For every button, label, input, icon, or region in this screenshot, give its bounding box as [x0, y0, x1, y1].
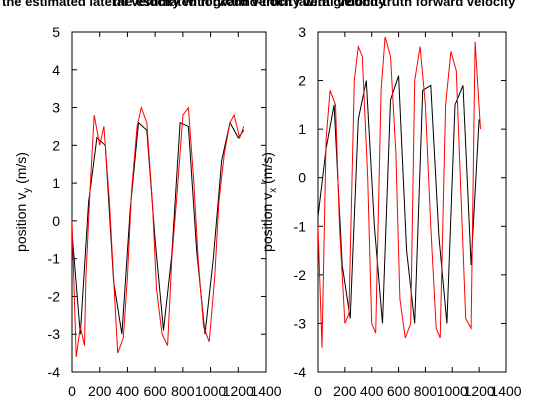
plot-left-ylabel: position vy (m/s): [13, 152, 33, 252]
plot-left-series-red: [72, 105, 245, 357]
plot-left-ytick-label: 1: [52, 175, 60, 191]
plot-right-ytick-label: 2: [298, 73, 306, 89]
plot-right-ylabel-sub: x: [268, 188, 279, 193]
chart-title-right: the estimated forward velocity with grou…: [113, 0, 516, 9]
plot-right-xtick-label: 1400: [490, 383, 521, 399]
plot-right-ylabel-unit: (m/s): [259, 152, 275, 188]
plot-left-xtick-label: 800: [171, 383, 195, 399]
plot-right-series-black: [318, 75, 480, 324]
plot-right-xtick-label: 200: [333, 383, 357, 399]
plot-left-xtick-label: 400: [116, 383, 140, 399]
plot-left-series-black: [72, 121, 245, 335]
plot-right-ylabel-main: position v: [259, 193, 275, 252]
plot-left-ytick-label: -3: [48, 326, 61, 342]
plot-right-ytick-label: 3: [298, 24, 306, 40]
plot-left-xtick-label: 1000: [195, 383, 226, 399]
plot-right-series-red: [318, 36, 481, 348]
plot-left-ytick-label: -2: [48, 288, 61, 304]
plot-left-ytick-label: -4: [48, 364, 61, 380]
plot-right-xtick-label: 1000: [437, 383, 468, 399]
plot-left-ylabel-unit: (m/s): [13, 152, 29, 188]
plot-right-xtick-label: 600: [387, 383, 411, 399]
plot-left-series: [72, 105, 245, 357]
plot-left-ytick-label: 3: [52, 100, 60, 116]
plot-left-ytick-label: 4: [52, 62, 60, 78]
plot-left-ytick-label: 2: [52, 137, 60, 153]
plot-right-ytick-label: 0: [298, 170, 306, 186]
chart-title-left: the estimated lateral velocity with grou…: [2, 0, 386, 9]
plot-right-xtick-label: 400: [360, 383, 384, 399]
plot-right-xtick-label: 0: [314, 383, 322, 399]
plot-right-series: [318, 36, 481, 348]
plot-left-frame: [71, 31, 267, 373]
plot-right-ytick-label: -4: [294, 364, 307, 380]
plot-left-ytick-label: -1: [48, 251, 61, 267]
plot-right-ytick-label: -2: [294, 267, 307, 283]
plot-right-ytick-label: -3: [294, 315, 307, 331]
plot-left-xtick-label: 1200: [223, 383, 254, 399]
plot-left-ytick-label: 0: [52, 213, 60, 229]
plot-left-xtick-label: 1400: [250, 383, 281, 399]
plot-left-ytick-label: 5: [52, 24, 60, 40]
plot-right-xtick-label: 1200: [464, 383, 495, 399]
plot-left-ylabel-sub: y: [22, 188, 33, 193]
plot-right-frame: [317, 31, 507, 373]
plot-left: 0 200 400 600 800 100012001400-4-3-2-1012345 …: [13, 24, 282, 399]
plot-right-ylabel: position vx (m/s): [259, 152, 279, 252]
plot-left-xtick-label: 200: [88, 383, 112, 399]
plot-left-xtick-label: 0: [68, 383, 76, 399]
plot-left-xtick-label: 600: [143, 383, 167, 399]
plot-right-xtick-label: 800: [414, 383, 438, 399]
plot-right-ytick-label: 1: [298, 121, 306, 137]
plot-right-ytick-label: -1: [294, 218, 307, 234]
plot-left-ylabel-main: position v: [13, 193, 29, 252]
